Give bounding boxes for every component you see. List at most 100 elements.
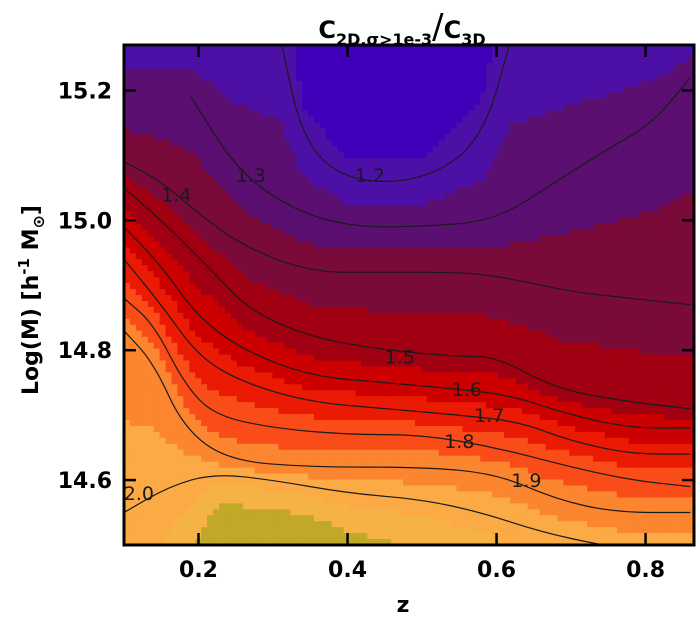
field-cell <box>195 199 202 207</box>
field-cell <box>159 146 167 153</box>
field-cell <box>219 86 226 94</box>
field-cell <box>397 324 404 332</box>
field-cell <box>438 45 446 52</box>
field-cell <box>355 128 363 135</box>
field-cell <box>195 247 202 254</box>
field-cell <box>379 271 386 278</box>
field-cell <box>355 425 363 433</box>
field-cell <box>397 378 404 385</box>
field-cell <box>391 86 398 94</box>
field-cell <box>272 533 279 540</box>
field-cell <box>349 146 357 153</box>
field-cell <box>147 414 155 421</box>
field-cell <box>302 45 309 52</box>
field-cell <box>420 336 428 344</box>
field-cell <box>296 437 303 445</box>
field-cell <box>337 497 345 504</box>
field-cell <box>414 56 422 64</box>
field-cell <box>373 366 380 373</box>
field-cell <box>373 348 380 356</box>
field-cell <box>367 300 374 308</box>
field-cell <box>219 45 226 52</box>
field-cell <box>409 175 416 183</box>
field-cell <box>361 80 369 88</box>
field-cell <box>355 110 363 118</box>
field-cell <box>462 199 469 207</box>
field-cell <box>403 289 410 296</box>
field-cell <box>432 378 440 385</box>
field-cell <box>426 425 434 433</box>
field-cell <box>284 152 291 159</box>
field-cell <box>224 98 232 106</box>
field-cell <box>129 384 137 391</box>
field-cell <box>207 461 214 469</box>
field-cell <box>361 414 369 421</box>
field-cell <box>153 527 161 534</box>
field-cell <box>183 45 190 52</box>
field-cell <box>278 86 285 94</box>
field-cell <box>468 431 475 439</box>
field-cell <box>414 235 422 243</box>
field-cell <box>207 295 214 302</box>
field-cell <box>129 283 137 290</box>
field-cell <box>325 62 333 70</box>
field-cell <box>177 408 184 415</box>
field-cell <box>397 336 404 344</box>
field-cell <box>159 431 167 439</box>
field-cell <box>403 491 410 498</box>
field-cell <box>462 473 469 481</box>
field-cell <box>302 479 309 487</box>
field-cell <box>254 408 262 415</box>
field-cell <box>230 187 238 195</box>
field-cell <box>129 300 137 308</box>
field-cell <box>397 205 404 213</box>
field-cell <box>284 467 291 475</box>
field-cell <box>183 175 190 183</box>
field-cell <box>343 217 351 225</box>
field-cell <box>414 300 422 308</box>
field-cell <box>373 354 380 362</box>
field-cell <box>129 497 137 504</box>
field-cell <box>438 443 446 451</box>
field-cell <box>141 539 149 545</box>
field-cell <box>450 455 458 463</box>
field-cell <box>420 295 428 302</box>
field-cell <box>361 479 369 487</box>
field-cell <box>385 140 392 147</box>
field-cell <box>153 491 161 498</box>
field-cell <box>260 283 268 290</box>
field-cell <box>450 467 458 475</box>
field-cell <box>349 300 357 308</box>
field-cell <box>361 467 369 475</box>
field-cell <box>426 366 434 373</box>
field-cell <box>391 467 398 475</box>
field-cell <box>278 425 285 433</box>
field-cell <box>236 431 244 439</box>
field-cell <box>236 425 244 433</box>
field-cell <box>420 348 428 356</box>
field-cell <box>141 45 149 52</box>
field-cell <box>325 175 333 183</box>
field-cell <box>284 449 291 457</box>
field-cell <box>409 170 416 177</box>
field-cell <box>278 271 285 278</box>
field-cell <box>165 277 173 284</box>
field-cell <box>195 378 202 385</box>
field-cell <box>224 86 232 94</box>
field-cell <box>456 473 464 481</box>
field-cell <box>367 128 374 135</box>
field-cell <box>177 164 184 171</box>
field-cell <box>266 402 274 409</box>
field-cell <box>343 86 351 94</box>
field-cell <box>135 449 143 457</box>
field-cell <box>290 378 297 385</box>
field-cell <box>409 312 416 320</box>
field-cell <box>444 134 452 141</box>
field-cell <box>254 116 262 123</box>
field-cell <box>367 485 374 493</box>
field-cell <box>260 152 268 159</box>
field-cell <box>385 515 392 522</box>
field-cell <box>397 467 404 475</box>
field-cell <box>343 431 351 439</box>
field-cell <box>284 217 291 225</box>
